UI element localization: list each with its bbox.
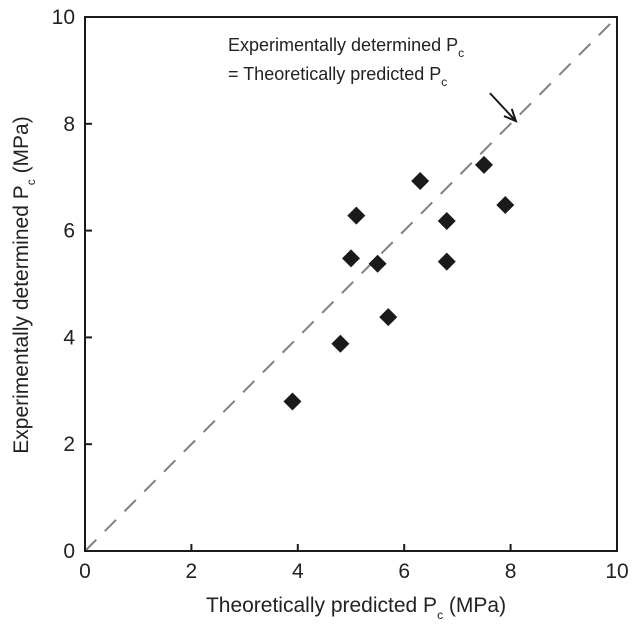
data-point [283, 392, 302, 411]
x-axis-title: Theoretically predicted Pc (MPa) [206, 594, 506, 622]
arrow-head [503, 108, 518, 123]
data-point [331, 334, 350, 353]
data-point [347, 206, 366, 225]
x-tick-label: 8 [505, 560, 517, 583]
plot-frame [84, 16, 618, 552]
y-tick-label: 10 [52, 6, 75, 29]
identity-reference-line [84, 16, 618, 552]
y-tick-label: 0 [63, 540, 75, 563]
data-points [283, 155, 515, 411]
annotation-line-2: = Theoretically predicted Pc [228, 64, 447, 89]
annotation-line-1: Experimentally determined Pc [228, 35, 464, 60]
x-axis-ticks: 0 2 4 6 8 10 [79, 544, 629, 583]
data-point [368, 254, 387, 273]
x-tick-label: 6 [398, 560, 410, 583]
data-point [496, 195, 515, 214]
y-axis-ticks: 0 2 4 6 8 10 [52, 6, 92, 563]
y-tick-label: 4 [63, 326, 75, 349]
data-point [475, 155, 493, 174]
y-tick-label: 6 [63, 220, 75, 243]
x-tick-label: 0 [79, 560, 91, 583]
x-tick-label: 4 [292, 560, 304, 583]
data-point [437, 211, 456, 230]
y-axis-title: Experimentally determined Pc (MPa) [10, 116, 38, 453]
y-tick-label: 2 [63, 433, 75, 456]
annotation-arrow [489, 92, 518, 123]
arrow-shaft [489, 92, 517, 122]
x-tick-label: 2 [186, 560, 198, 583]
data-point [437, 252, 456, 271]
y-tick-label: 8 [63, 113, 75, 136]
x-tick-label: 10 [605, 560, 628, 583]
data-point [379, 308, 398, 327]
data-point [342, 249, 360, 268]
data-point [411, 171, 430, 190]
